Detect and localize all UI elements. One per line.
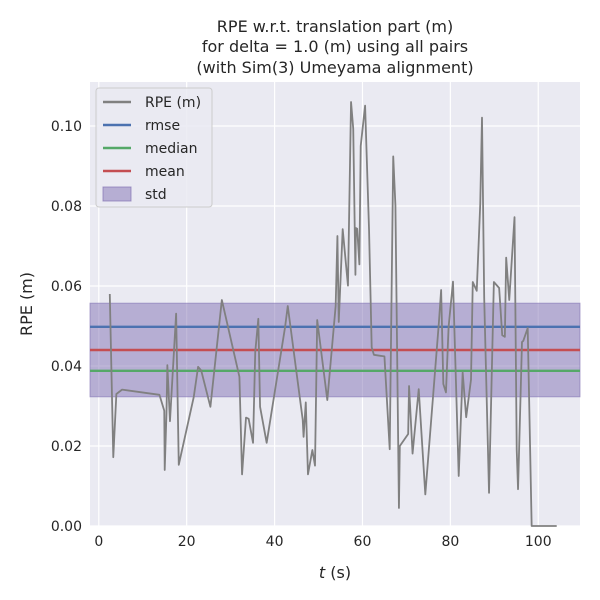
y-tick-label: 0.04	[51, 359, 82, 375]
y-tick-label: 0.10	[51, 119, 82, 135]
x-axis-ticks: 0 20 40 60 80 100	[94, 534, 551, 550]
y-axis-label: RPE (m)	[17, 272, 36, 336]
stat-lines-layer	[90, 325, 580, 372]
y-axis-ticks: 0.00 0.02 0.04 0.06 0.08 0.10	[51, 119, 82, 535]
chart-title-line-2: for delta = 1.0 (m) using all pairs	[202, 37, 468, 56]
rpe-series-line	[108, 101, 557, 527]
chart-title-line-1: RPE w.r.t. translation part (m)	[217, 17, 453, 36]
series-layer	[108, 101, 557, 527]
y-tick-label: 0.06	[51, 279, 82, 295]
x-tick-label: 20	[178, 534, 196, 550]
y-tick-label: 0.08	[51, 199, 82, 215]
legend-label: RPE (m)	[145, 95, 201, 111]
legend-swatch-std	[102, 186, 132, 202]
legend-label: rmse	[145, 118, 180, 134]
legend: RPE (m) rmse median mean std	[95, 87, 213, 208]
x-tick-label: 40	[266, 534, 284, 550]
x-tick-label: 0	[94, 534, 103, 550]
legend-label: median	[145, 141, 197, 157]
x-axis-label-var: t	[319, 563, 326, 582]
x-tick-label: 80	[441, 534, 459, 550]
y-tick-label: 0.02	[51, 439, 82, 455]
legend-label: std	[145, 187, 167, 203]
x-tick-label: 100	[525, 534, 552, 550]
legend-box	[95, 87, 213, 208]
y-tick-label: 0.00	[51, 519, 82, 535]
x-tick-label: 60	[354, 534, 372, 550]
legend-label: mean	[145, 164, 185, 180]
chart-title-line-3: (with Sim(3) Umeyama alignment)	[196, 58, 473, 77]
x-axis-label: t (s)	[319, 563, 351, 582]
x-axis-label-unit: (s)	[325, 563, 351, 582]
